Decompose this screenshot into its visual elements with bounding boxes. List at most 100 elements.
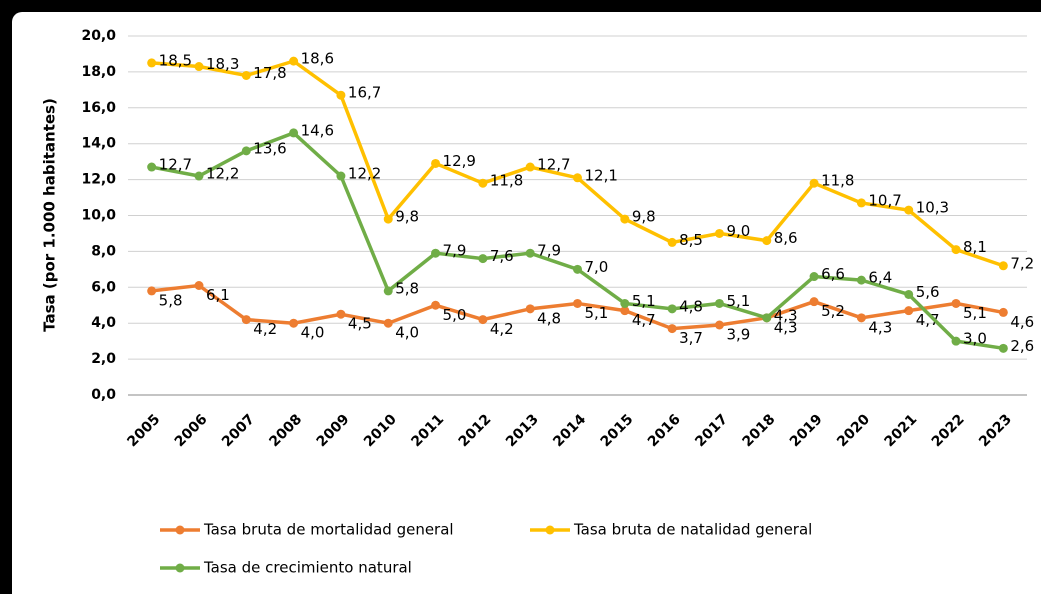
point	[714, 298, 724, 308]
point	[289, 128, 299, 138]
legend-label: Tasa de crecimiento natural	[203, 559, 412, 577]
y-tick-label: 14,0	[81, 136, 116, 152]
x-tick-label: 2011	[408, 411, 447, 450]
y-tick-label: 4,0	[91, 315, 116, 331]
x-tick-label: 2018	[740, 411, 779, 450]
legend-marker	[175, 563, 185, 573]
point	[241, 315, 251, 325]
data-label: 6,1	[206, 286, 230, 304]
data-label: 12,7	[537, 156, 570, 174]
data-label: 4,8	[679, 297, 703, 315]
point	[856, 313, 866, 323]
legend-label: Tasa bruta de natalidad general	[573, 521, 812, 539]
y-tick-label: 10,0	[81, 208, 116, 224]
data-label: 8,5	[679, 231, 703, 249]
point	[856, 275, 866, 285]
point	[336, 309, 346, 319]
data-label: 3,7	[679, 329, 703, 347]
point	[383, 318, 393, 328]
y-tick-label: 20,0	[81, 28, 116, 44]
y-tick-label: 0,0	[91, 387, 116, 403]
x-tick-label: 2019	[787, 411, 826, 450]
point	[809, 178, 819, 188]
x-tick-label: 2013	[503, 411, 542, 450]
data-label: 7,6	[490, 247, 514, 265]
data-label: 9,0	[726, 222, 750, 240]
x-tick-label: 2021	[881, 411, 920, 450]
y-tick-label: 6,0	[91, 279, 116, 295]
data-label: 5,1	[963, 304, 987, 322]
point	[289, 56, 299, 66]
data-label: 7,0	[585, 258, 609, 276]
data-label: 5,6	[916, 283, 940, 301]
data-label: 6,6	[821, 265, 845, 283]
point	[478, 254, 488, 264]
point	[573, 264, 582, 274]
data-label: 8,1	[963, 238, 987, 256]
data-label: 9,8	[395, 208, 419, 226]
data-label: 13,6	[253, 139, 286, 157]
point	[194, 281, 204, 291]
data-label: 10,7	[868, 191, 901, 209]
point	[762, 236, 772, 246]
x-tick-label: 2010	[361, 411, 400, 450]
data-label: 8,6	[774, 229, 798, 247]
point	[762, 313, 772, 323]
point	[431, 248, 441, 258]
data-label: 4,5	[348, 315, 372, 333]
point	[620, 298, 630, 308]
y-axis-label: Tasa (por 1.000 habitantes)	[41, 98, 59, 332]
data-label: 4,3	[774, 318, 798, 336]
y-tick-label: 2,0	[91, 351, 116, 367]
x-tick-label: 2023	[976, 411, 1015, 450]
legend-marker	[545, 525, 555, 535]
point	[573, 298, 582, 308]
data-label: 5,2	[821, 302, 845, 320]
point	[856, 198, 866, 208]
data-label: 5,0	[443, 306, 467, 324]
y-tick-label: 12,0	[81, 172, 116, 188]
x-tick-label: 2017	[692, 411, 731, 450]
data-label: 4,3	[774, 306, 798, 324]
data-label: 12,1	[585, 166, 618, 184]
point	[147, 286, 157, 296]
data-label: 16,7	[348, 84, 381, 102]
point	[714, 228, 724, 238]
point	[951, 298, 961, 308]
data-label: 4,2	[253, 320, 277, 338]
point	[147, 162, 157, 172]
data-label: 18,6	[301, 50, 334, 68]
data-label: 4,0	[395, 324, 419, 342]
data-label: 12,7	[159, 156, 192, 174]
data-label: 5,1	[726, 292, 750, 310]
point	[904, 205, 914, 215]
data-label: 10,3	[916, 199, 949, 217]
data-label: 12,9	[443, 152, 476, 170]
x-tick-label: 2012	[456, 411, 495, 450]
point	[336, 90, 346, 100]
point	[998, 307, 1008, 317]
data-label: 4,6	[1010, 313, 1034, 331]
legend-label: Tasa bruta de mortalidad general	[203, 521, 454, 539]
point	[951, 245, 961, 255]
data-label: 7,9	[443, 242, 467, 260]
data-label: 18,3	[206, 55, 239, 73]
data-label: 4,7	[916, 311, 940, 329]
y-tick-label: 8,0	[91, 243, 116, 259]
data-label: 9,8	[632, 208, 656, 226]
data-label: 3,9	[726, 325, 750, 343]
point	[289, 318, 299, 328]
y-tick-label: 16,0	[81, 100, 116, 116]
data-label: 4,8	[537, 309, 561, 327]
data-label: 5,1	[585, 304, 609, 322]
point	[809, 297, 819, 307]
point	[667, 304, 677, 314]
point	[998, 261, 1008, 271]
x-tick-label: 2005	[124, 411, 163, 450]
data-label: 5,1	[632, 292, 656, 310]
point	[336, 171, 346, 181]
data-label: 4,7	[632, 311, 656, 329]
x-tick-label: 2006	[172, 411, 211, 450]
data-label: 18,5	[159, 51, 192, 69]
